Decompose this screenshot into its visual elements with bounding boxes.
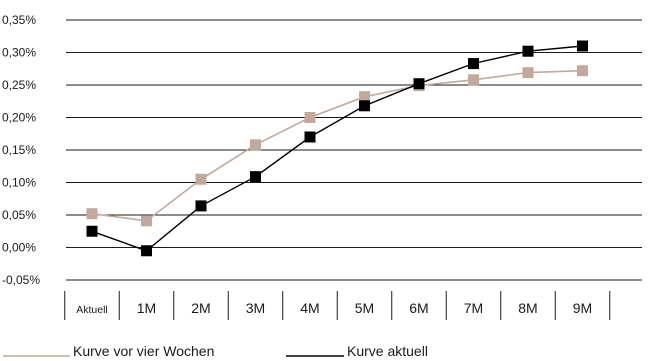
x-tick-label: 6M [409, 300, 428, 316]
x-tick-label: 1M [137, 300, 156, 316]
data-point [86, 225, 98, 237]
y-tick-label: 0,20% [2, 111, 36, 125]
y-tick-label: 0,25% [2, 78, 36, 92]
y-tick-label: 0,15% [2, 143, 36, 157]
data-point [359, 91, 370, 103]
x-tick-label: Aktuell [76, 304, 108, 316]
data-point [141, 245, 152, 257]
data-point [413, 78, 425, 90]
x-tick-label: 7M [464, 300, 483, 316]
data-point [195, 173, 207, 185]
y-tick-label: 0,00% [2, 241, 36, 255]
data-point [522, 67, 534, 79]
data-point [195, 200, 207, 212]
series-group [86, 40, 588, 257]
gridlines [66, 19, 642, 281]
legend: Kurve vor vier Wochen Kurve aktuell [3, 343, 428, 359]
y-tick-label: 0,30% [2, 46, 36, 60]
data-point [577, 40, 588, 52]
data-point [304, 112, 316, 123]
y-tick-label: 0,35% [2, 13, 36, 27]
y-tick-label: 0,10% [2, 176, 36, 190]
series-line [91, 45, 583, 252]
series-line [91, 69, 583, 222]
data-point [468, 58, 479, 70]
x-tick-label: 5M [355, 300, 374, 316]
data-point [250, 171, 261, 183]
data-point [304, 131, 316, 143]
data-point [359, 100, 370, 112]
y-tick-label: -0,05% [2, 273, 40, 287]
x-tick-label: 4M [300, 300, 319, 316]
data-point [250, 139, 261, 151]
x-tick-label: 2M [191, 300, 210, 316]
data-point [141, 215, 152, 227]
data-point [86, 208, 98, 220]
x-axis: Aktuell 1M 2M 3M 4M 5M 6M 7M 8M 9M [64, 291, 611, 320]
data-point [577, 65, 588, 77]
legend-label: Kurve vor vier Wochen [73, 343, 214, 359]
x-tick-label: 8M [518, 300, 537, 316]
y-axis-tick-labels: 0,35% 0,30% 0,25% 0,20% 0,15% 0,10% 0,05% 0,00%… [2, 13, 40, 287]
legend-label: Kurve aktuell [347, 343, 428, 359]
y-tick-label: 0,05% [2, 208, 36, 222]
x-tick-label: 3M [246, 300, 265, 316]
data-point [522, 45, 534, 57]
data-point [468, 74, 479, 86]
x-tick-label: 9M [573, 300, 592, 316]
